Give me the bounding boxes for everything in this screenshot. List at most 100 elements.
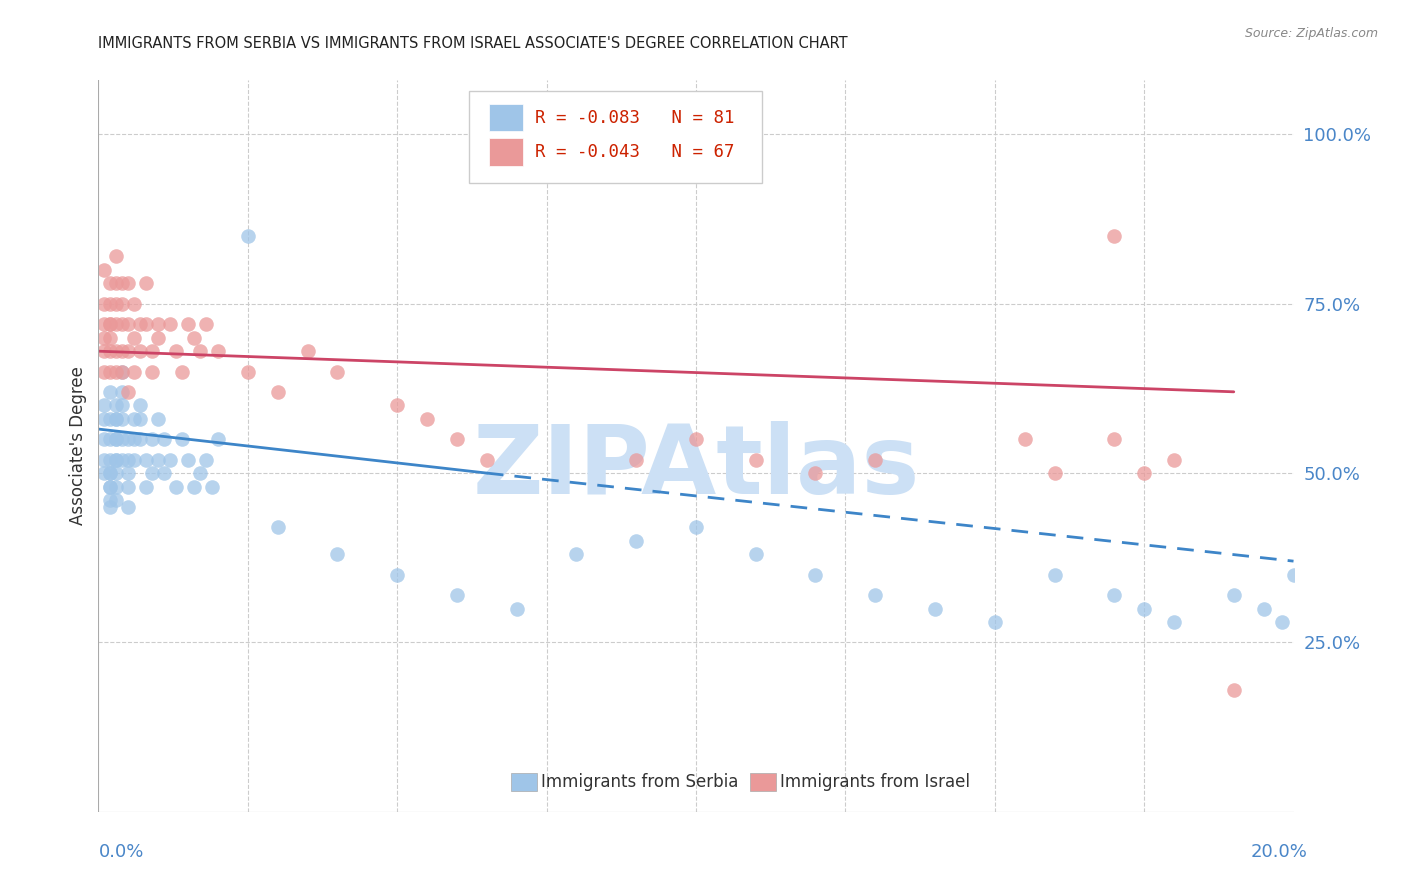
Point xyxy=(105,493,128,508)
Point xyxy=(129,398,152,412)
Point xyxy=(475,452,498,467)
Point xyxy=(148,412,170,426)
Point xyxy=(105,466,128,480)
Point xyxy=(124,331,146,345)
Point xyxy=(98,493,122,508)
Point xyxy=(111,452,134,467)
Point xyxy=(177,317,200,331)
Point xyxy=(93,331,115,345)
Point xyxy=(111,398,134,412)
Point xyxy=(159,452,181,467)
Point xyxy=(326,547,349,561)
Point xyxy=(117,317,139,331)
Point xyxy=(93,263,115,277)
Point xyxy=(124,297,146,311)
Point xyxy=(117,480,139,494)
Point xyxy=(105,344,128,359)
Point xyxy=(1133,466,1156,480)
Point xyxy=(1043,466,1066,480)
Point xyxy=(98,480,122,494)
Point xyxy=(105,297,128,311)
Point xyxy=(111,412,134,426)
Point xyxy=(129,432,152,446)
Point xyxy=(111,344,134,359)
Point xyxy=(506,601,529,615)
Point xyxy=(165,480,187,494)
Point xyxy=(626,533,648,548)
Point xyxy=(188,466,211,480)
Point xyxy=(207,344,229,359)
Point xyxy=(141,432,163,446)
Point xyxy=(1163,615,1185,629)
Point xyxy=(1253,601,1275,615)
Point xyxy=(188,344,211,359)
Point xyxy=(159,317,181,331)
Point xyxy=(117,466,139,480)
Point xyxy=(195,452,218,467)
Point xyxy=(165,344,187,359)
Point xyxy=(105,452,128,467)
Point xyxy=(105,317,128,331)
Bar xyxy=(510,773,537,791)
Point xyxy=(93,398,115,412)
Point xyxy=(129,412,152,426)
Bar xyxy=(489,103,523,131)
Point xyxy=(124,364,146,378)
Point xyxy=(93,466,115,480)
Point xyxy=(105,432,128,446)
Point xyxy=(626,452,648,467)
Point xyxy=(93,297,115,311)
Point xyxy=(124,452,146,467)
Text: Immigrants from Israel: Immigrants from Israel xyxy=(779,773,970,791)
Point xyxy=(804,567,827,582)
Point xyxy=(105,412,128,426)
Point xyxy=(124,432,146,446)
Bar xyxy=(489,138,523,166)
Point xyxy=(685,432,707,446)
Point xyxy=(105,452,128,467)
Y-axis label: Associate's Degree: Associate's Degree xyxy=(69,367,87,525)
Point xyxy=(236,229,259,244)
Point xyxy=(111,277,134,291)
Point xyxy=(135,277,157,291)
Point xyxy=(141,364,163,378)
Point xyxy=(685,520,707,534)
Point xyxy=(177,452,200,467)
Point xyxy=(98,384,122,399)
Point xyxy=(98,317,122,331)
Point xyxy=(153,466,176,480)
Point xyxy=(98,480,122,494)
Point xyxy=(98,364,122,378)
Point xyxy=(148,452,170,467)
Point xyxy=(98,466,122,480)
Point xyxy=(183,480,205,494)
Point xyxy=(129,317,152,331)
Point xyxy=(267,384,290,399)
Point xyxy=(129,344,152,359)
Point xyxy=(1104,588,1126,602)
Point xyxy=(1043,567,1066,582)
Point xyxy=(98,331,122,345)
Point xyxy=(1163,452,1185,467)
Point xyxy=(207,432,229,446)
Point xyxy=(416,412,439,426)
Point xyxy=(117,384,139,399)
Text: R = -0.043   N = 67: R = -0.043 N = 67 xyxy=(534,143,734,161)
Point xyxy=(1223,682,1246,697)
Point xyxy=(148,331,170,345)
Point xyxy=(385,567,409,582)
Point xyxy=(236,364,259,378)
Point xyxy=(1104,229,1126,244)
Point xyxy=(98,500,122,514)
Point xyxy=(117,500,139,514)
Point xyxy=(172,432,194,446)
Point xyxy=(98,297,122,311)
Point xyxy=(565,547,588,561)
Point xyxy=(117,344,139,359)
Point xyxy=(385,398,409,412)
Point xyxy=(111,364,134,378)
Point xyxy=(153,432,176,446)
Point xyxy=(105,364,128,378)
Point xyxy=(117,432,139,446)
Point xyxy=(148,317,170,331)
